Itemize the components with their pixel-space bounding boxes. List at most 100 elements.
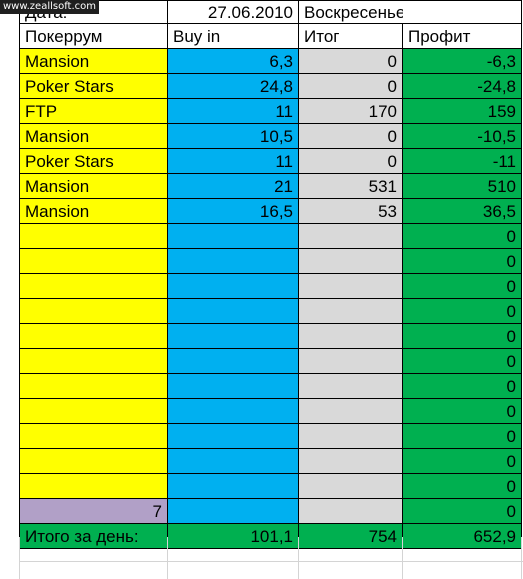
header-buyin-cell[interactable]: Buy in [168, 24, 299, 49]
totals-label-cell[interactable]: Итого за день: [20, 524, 168, 549]
result-cell[interactable]: 0 [299, 49, 403, 74]
result-cell[interactable] [299, 399, 403, 424]
profit-cell[interactable]: 0 [403, 349, 522, 374]
room-cell[interactable]: FTP [20, 99, 168, 124]
room-cell[interactable] [20, 224, 168, 249]
profit-cell[interactable]: -6,3 [403, 49, 522, 74]
result-cell[interactable] [299, 449, 403, 474]
buyin-cell[interactable] [168, 274, 299, 299]
result-cell[interactable] [299, 324, 403, 349]
room-cell[interactable] [20, 449, 168, 474]
room-cell[interactable] [20, 274, 168, 299]
result-cell[interactable] [299, 299, 403, 324]
result-cell[interactable] [299, 249, 403, 274]
result-cell[interactable] [299, 424, 403, 449]
result-cell[interactable] [299, 349, 403, 374]
result-cell[interactable] [299, 374, 403, 399]
header-profit-cell[interactable]: Профит [403, 24, 522, 49]
result-cell[interactable] [299, 274, 403, 299]
buyin-cell[interactable]: 16,5 [168, 199, 299, 224]
buyin-cell[interactable] [168, 299, 299, 324]
profit-cell[interactable]: -24,8 [403, 74, 522, 99]
room-cell[interactable] [20, 374, 168, 399]
result-cell[interactable]: 0 [299, 74, 403, 99]
profit-cell[interactable]: -11 [403, 149, 522, 174]
result-cell[interactable] [299, 474, 403, 499]
buyin-cell[interactable]: 11 [168, 99, 299, 124]
header-room-cell[interactable]: Покеррум [20, 24, 168, 49]
room-cell[interactable]: Poker Stars [20, 149, 168, 174]
profit-cell[interactable]: 0 [403, 324, 522, 349]
room-cell[interactable]: Mansion [20, 199, 168, 224]
total-buyin-cell[interactable]: 101,1 [168, 524, 299, 549]
games-count-cell[interactable]: 7 [20, 499, 168, 524]
profit-cell[interactable]: 510 [403, 174, 522, 199]
buyin-cell[interactable] [168, 399, 299, 424]
buyin-cell[interactable]: 21 [168, 174, 299, 199]
row-gutter [0, 99, 20, 124]
result-cell[interactable]: 0 [299, 124, 403, 149]
row-gutter [0, 124, 20, 149]
gridline [521, 537, 522, 579]
buyin-cell[interactable]: 11 [168, 149, 299, 174]
buyin-cell[interactable] [168, 324, 299, 349]
profit-cell[interactable]: 0 [403, 399, 522, 424]
row-gutter [0, 24, 20, 49]
room-cell[interactable] [20, 249, 168, 274]
profit-cell[interactable]: -10,5 [403, 124, 522, 149]
buyin-cell[interactable] [168, 449, 299, 474]
profit-cell[interactable]: 36,5 [403, 199, 522, 224]
buyin-cell[interactable] [168, 349, 299, 374]
buyin-cell[interactable] [168, 474, 299, 499]
header-result-cell[interactable]: Итог [299, 24, 403, 49]
result-cell[interactable] [299, 224, 403, 249]
profit-cell[interactable]: 0 [403, 224, 522, 249]
row-gutter [0, 374, 20, 399]
buyin-cell[interactable]: 24,8 [168, 74, 299, 99]
buyin-cell[interactable] [168, 424, 299, 449]
room-cell[interactable]: Mansion [20, 49, 168, 74]
profit-cell[interactable]: 0 [403, 424, 522, 449]
room-cell[interactable]: Mansion [20, 174, 168, 199]
room-cell[interactable] [20, 424, 168, 449]
row-gutter [0, 149, 20, 174]
row-gutter [0, 299, 20, 324]
profit-cell[interactable]: 159 [403, 99, 522, 124]
buyin-cell[interactable]: 6,3 [168, 49, 299, 74]
row-gutter [0, 524, 20, 549]
buyin-cell[interactable] [168, 499, 299, 524]
buyin-cell[interactable]: 10,5 [168, 124, 299, 149]
profit-cell[interactable]: 0 [403, 249, 522, 274]
result-cell[interactable]: 531 [299, 174, 403, 199]
gridline [167, 537, 168, 579]
room-cell[interactable] [20, 349, 168, 374]
row-gutter [0, 474, 20, 499]
room-cell[interactable]: Mansion [20, 124, 168, 149]
row-gutter [0, 499, 20, 524]
room-cell[interactable] [20, 299, 168, 324]
profit-cell[interactable]: 0 [403, 299, 522, 324]
weekday-overflow-cell[interactable] [403, 0, 522, 24]
profit-cell[interactable]: 0 [403, 449, 522, 474]
profit-cell[interactable]: 0 [403, 374, 522, 399]
result-cell[interactable]: 170 [299, 99, 403, 124]
weekday-cell[interactable]: Воскресенье [299, 0, 403, 24]
total-profit-cell[interactable]: 652,9 [403, 524, 522, 549]
room-cell[interactable] [20, 399, 168, 424]
profit-cell[interactable]: 0 [403, 474, 522, 499]
buyin-cell[interactable] [168, 249, 299, 274]
room-cell[interactable] [20, 324, 168, 349]
profit-cell[interactable]: 0 [403, 499, 522, 524]
result-cell[interactable] [299, 499, 403, 524]
room-cell[interactable] [20, 474, 168, 499]
room-cell[interactable]: Poker Stars [20, 74, 168, 99]
buyin-cell[interactable] [168, 374, 299, 399]
total-result-cell[interactable]: 754 [299, 524, 403, 549]
result-cell[interactable]: 53 [299, 199, 403, 224]
buyin-cell[interactable] [168, 224, 299, 249]
profit-cell[interactable]: 0 [403, 274, 522, 299]
row-gutter [0, 449, 20, 474]
result-cell[interactable]: 0 [299, 149, 403, 174]
date-value-cell[interactable]: 27.06.2010 [168, 0, 299, 24]
row-gutter [0, 224, 20, 249]
